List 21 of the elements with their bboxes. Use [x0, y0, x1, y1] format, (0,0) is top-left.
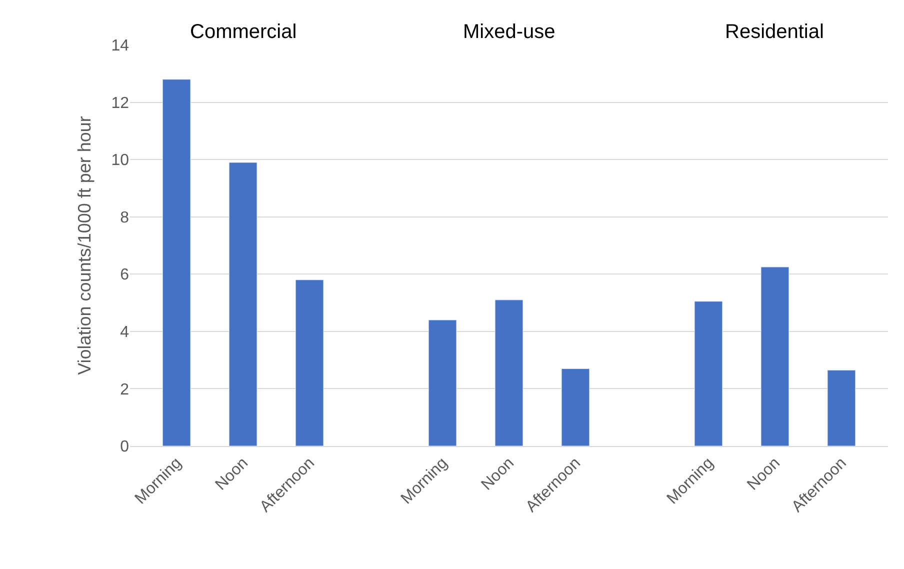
- bar: [494, 300, 524, 446]
- y-axis-title: Violation counts/1000 ft per hour: [74, 116, 94, 375]
- bar: [295, 280, 324, 446]
- y-tick-label: 10: [111, 152, 130, 170]
- bar: [760, 266, 790, 446]
- y-tick-label: 2: [120, 381, 130, 398]
- y-tick-label: 8: [120, 209, 130, 226]
- y-tick-label: 14: [111, 38, 130, 55]
- y-tick-label: 0: [120, 438, 130, 456]
- y-tick-label: 4: [120, 324, 130, 342]
- bar: [228, 162, 258, 446]
- bar: [694, 301, 723, 446]
- text: Mixed-use: [463, 21, 556, 43]
- y-tick-label: 6: [120, 266, 130, 284]
- bar: [561, 368, 590, 446]
- text: Commercial: [190, 21, 297, 43]
- bar: [162, 79, 191, 446]
- bar: [428, 320, 457, 446]
- y-tick-label: 12: [111, 94, 130, 112]
- bar: [827, 370, 856, 446]
- text: Residential: [725, 21, 824, 43]
